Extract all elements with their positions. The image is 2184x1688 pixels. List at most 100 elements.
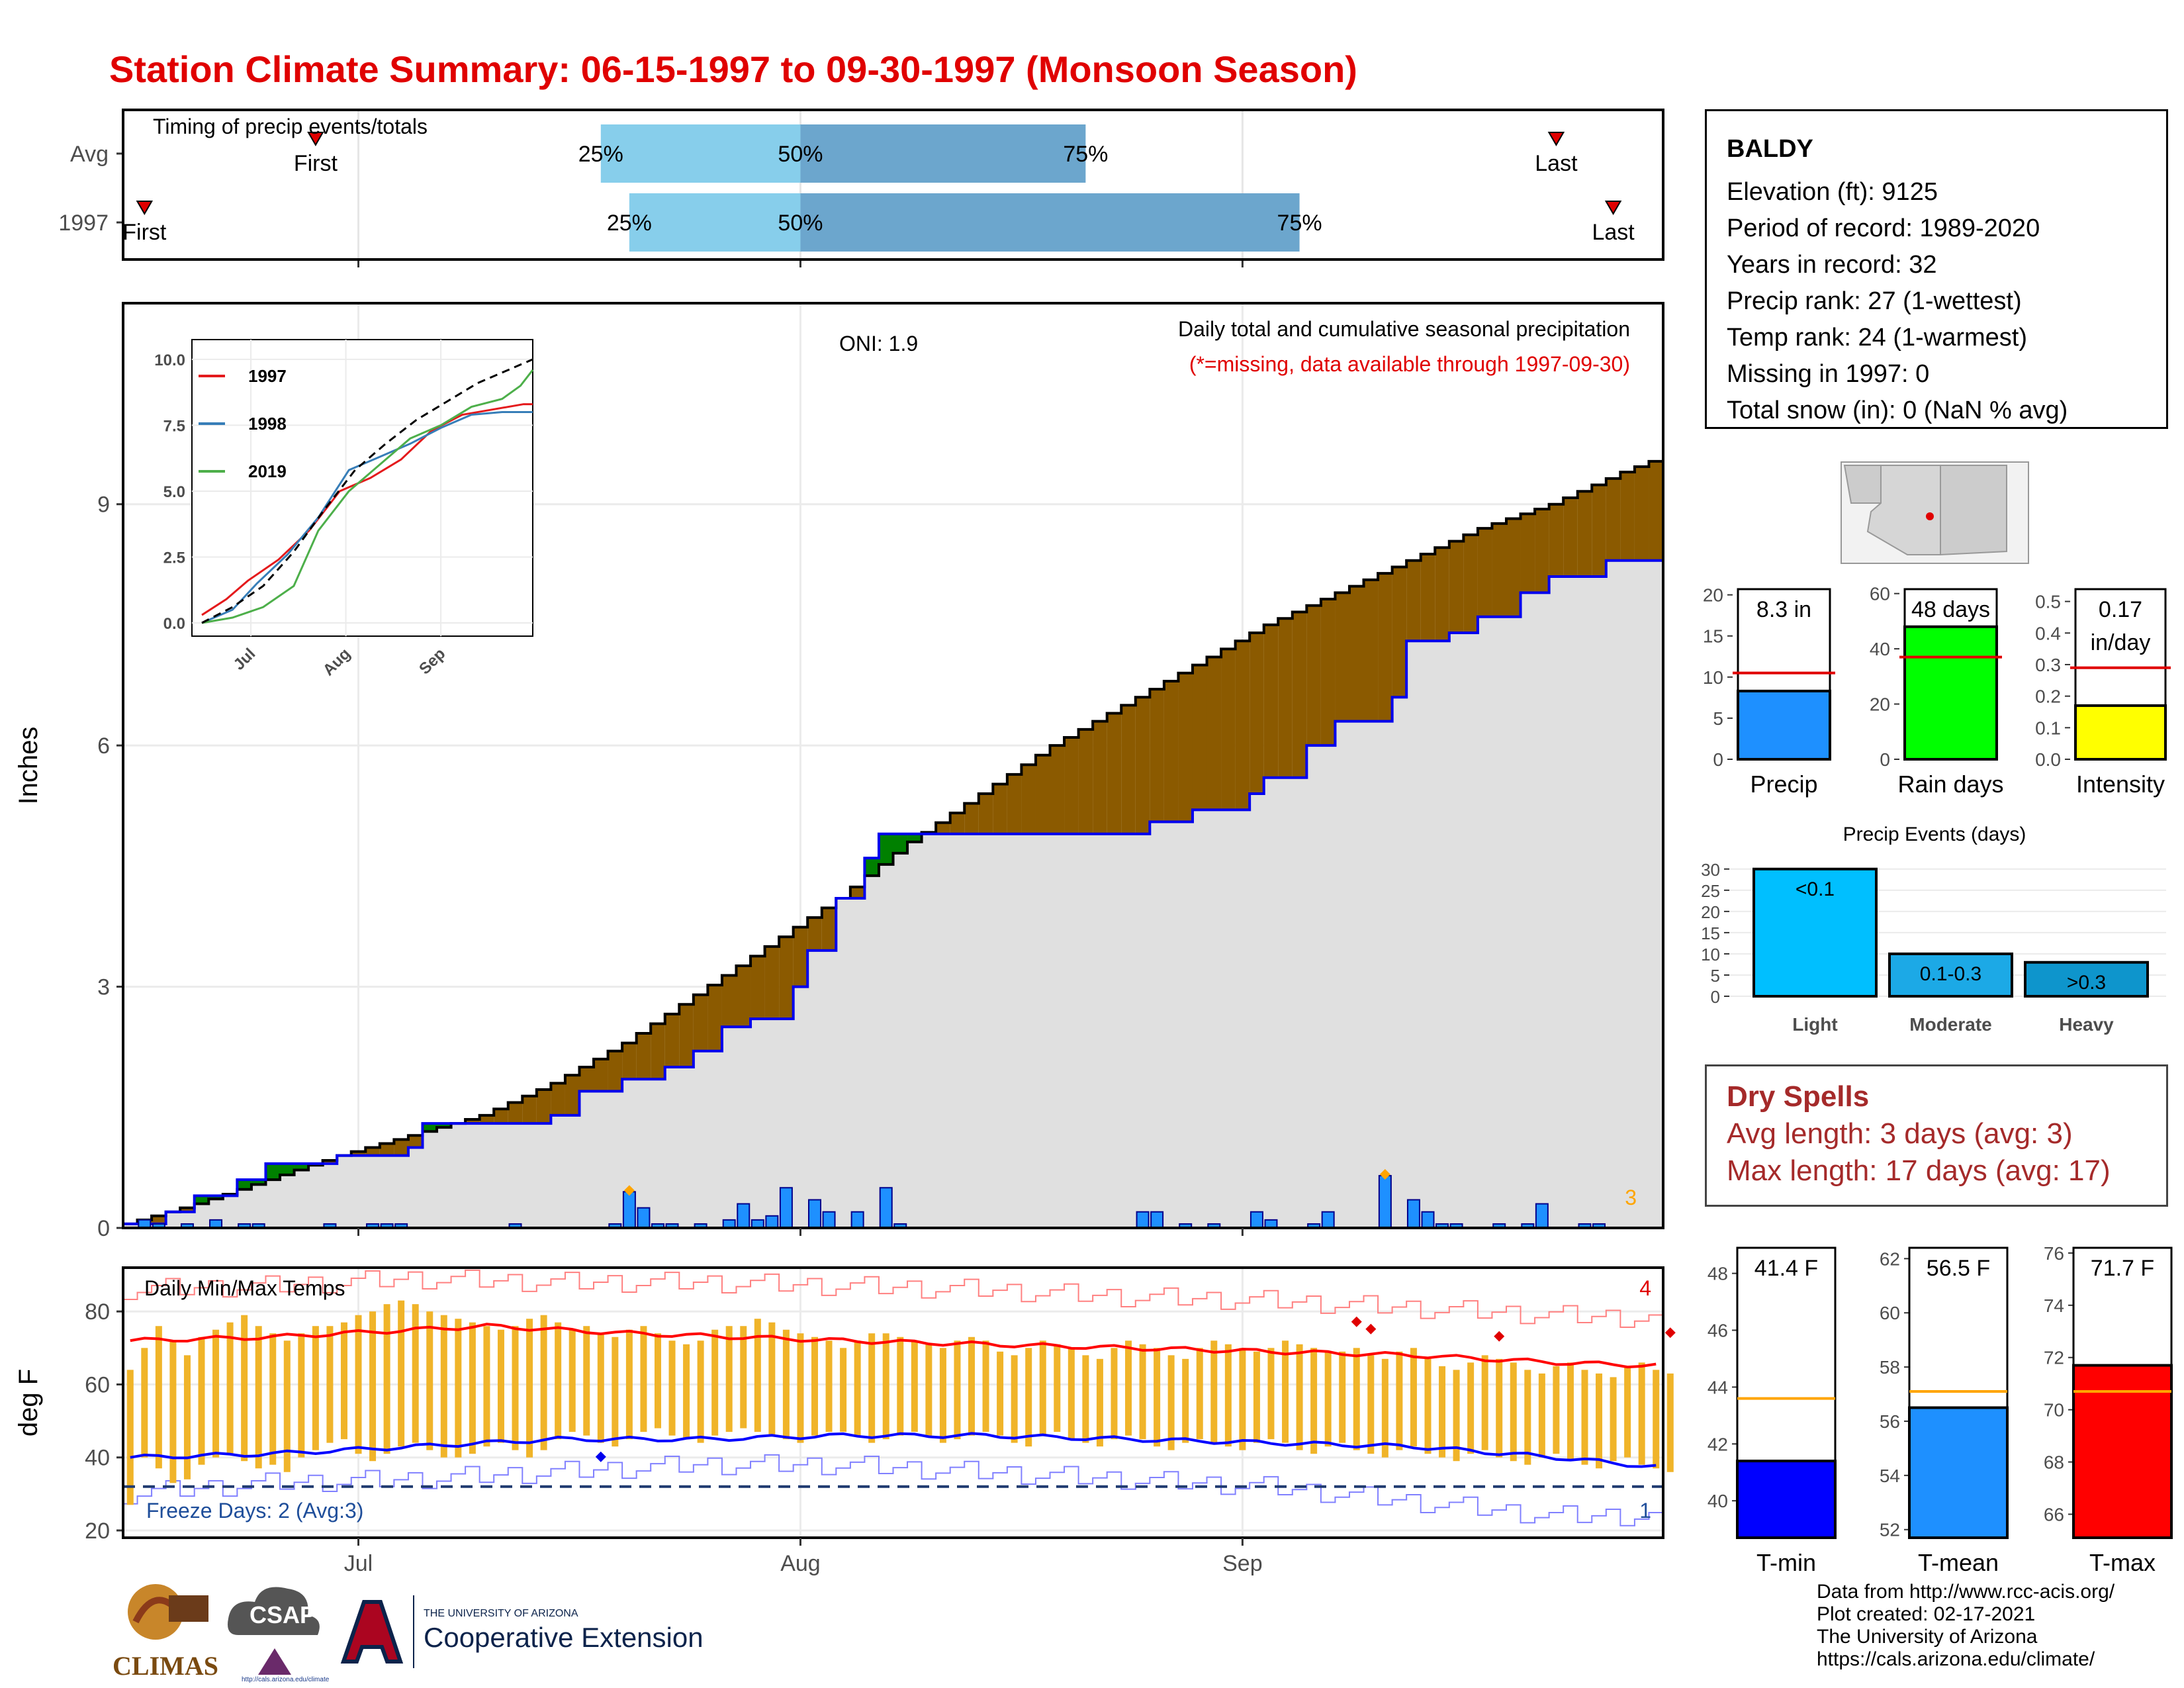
daily-temp-range-bar bbox=[1510, 1362, 1517, 1462]
summary-y-tick-label: 48 bbox=[1707, 1264, 1728, 1284]
summary-y-tick-label: 40 bbox=[1870, 639, 1890, 659]
summary-frame bbox=[1736, 1246, 1837, 1462]
daily-temp-range-bar bbox=[1068, 1348, 1075, 1440]
events-category-label: Heavy bbox=[2059, 1014, 2114, 1035]
cumulative-deficit-band bbox=[1563, 497, 1578, 577]
station-period: Period of record: 1989-2020 bbox=[1727, 214, 2040, 242]
daily-temp-range-bar bbox=[640, 1326, 647, 1432]
daily-temp-range-bar bbox=[811, 1336, 818, 1436]
daily-temp-range-bar bbox=[625, 1329, 633, 1440]
summary-y-tick-label: 20 bbox=[1870, 694, 1890, 715]
timing-avg-q50-label: 50% bbox=[778, 142, 823, 167]
summary-y-tick-label: 72 bbox=[2044, 1348, 2064, 1368]
daily-precip-record-marker bbox=[1379, 1169, 1390, 1180]
average-max-temp-line bbox=[130, 1323, 1657, 1369]
cumulative-deficit-band bbox=[494, 1109, 508, 1124]
daily-temp-range-bar bbox=[1282, 1340, 1289, 1443]
temps-panel-title: Daily Min/Max Temps bbox=[144, 1276, 345, 1300]
daily-temp-range-bar bbox=[212, 1329, 220, 1458]
cumulative-deficit-band bbox=[1178, 673, 1193, 822]
summary-y-tick-label: 0 bbox=[1713, 749, 1723, 770]
daily-temp-range-bar bbox=[340, 1322, 347, 1440]
summary-y-tick-label: 74 bbox=[2044, 1295, 2064, 1316]
credit-url: https://cals.arizona.edu/climate/ bbox=[1817, 1648, 2095, 1670]
record-high-line bbox=[122, 1269, 1664, 1329]
temps-panel-bg bbox=[123, 1268, 1663, 1538]
cumulative-surplus-band bbox=[208, 1196, 223, 1199]
climas-text: CLIMAS bbox=[113, 1651, 218, 1681]
map-station-marker bbox=[1926, 512, 1934, 520]
daily-temp-range-bar bbox=[483, 1326, 490, 1447]
inset-y-tick-label: 0.0 bbox=[163, 615, 185, 633]
credit-univ: The University of Arizona bbox=[1817, 1626, 2038, 1648]
cumulative-deficit-band bbox=[465, 1119, 480, 1124]
dry-spells-box: Dry Spells Avg length: 3 days (avg: 3) M… bbox=[1705, 1064, 2168, 1207]
cumulative-deficit-band bbox=[1050, 745, 1065, 834]
dry-spells-max: Max length: 17 days (avg: 17) bbox=[1727, 1154, 2111, 1187]
events-y-tick-label: 10 bbox=[1701, 945, 1720, 964]
cumulative-deficit-band bbox=[736, 965, 751, 1027]
daily-temp-range-bar bbox=[1296, 1344, 1303, 1450]
cumulative-deficit-band bbox=[850, 886, 865, 898]
timing-1997-last-label: Last bbox=[1592, 220, 1635, 245]
cumulative-deficit-band bbox=[664, 1013, 680, 1068]
daily-temp-range-bar bbox=[868, 1333, 876, 1443]
cumulative-deficit-band bbox=[1363, 579, 1379, 722]
daily-temp-range-bar bbox=[540, 1315, 547, 1450]
cumulative-deficit-band bbox=[1634, 467, 1649, 561]
summary-y-tick-label: 0.3 bbox=[2035, 655, 2061, 675]
inset-series-line-1997 bbox=[201, 403, 533, 616]
daily-temp-range-bar bbox=[283, 1340, 291, 1472]
cumulative-deficit-band bbox=[408, 1135, 423, 1148]
cumulative-deficit-band bbox=[579, 1067, 594, 1092]
daily-temp-range-bar bbox=[612, 1336, 619, 1447]
daily-temp-range-bar bbox=[782, 1329, 790, 1440]
cumulative-surplus-band bbox=[436, 1123, 451, 1128]
cumulative-deficit-band bbox=[821, 908, 837, 951]
cumulative-deficit-band bbox=[993, 784, 1007, 834]
cumulative-deficit-band bbox=[1035, 755, 1050, 834]
freeze-days-label: Freeze Days: 2 (Avg:3) bbox=[146, 1499, 363, 1523]
daily-temp-range-bar bbox=[1666, 1373, 1674, 1472]
oni-label: ONI: 1.9 bbox=[839, 332, 918, 355]
dry-spells-heading: Dry Spells bbox=[1727, 1080, 1870, 1113]
cumulative-deficit-band bbox=[1192, 665, 1207, 810]
cumulative-deficit-band bbox=[679, 1004, 694, 1068]
cumulative-deficit-band bbox=[1463, 534, 1478, 633]
record-high-marker bbox=[1351, 1316, 1362, 1327]
daily-temp-range-bar bbox=[1581, 1370, 1588, 1465]
inset-y-tick-label: 10.0 bbox=[154, 352, 185, 369]
cumulative-deficit-band bbox=[793, 927, 808, 987]
daily-temp-range-bar bbox=[1339, 1351, 1346, 1443]
cumulative-deficit-band bbox=[1021, 765, 1036, 834]
summary-value-bar bbox=[2072, 1364, 2173, 1540]
summary-value-label: 48 days bbox=[1911, 597, 1990, 622]
daily-temp-range-bar bbox=[426, 1311, 433, 1450]
cumulative-deficit-band bbox=[707, 985, 722, 1051]
cumulative-deficit-band bbox=[1292, 612, 1307, 778]
timing-avg-q25-q50-bar bbox=[600, 124, 801, 183]
daily-precip-bar bbox=[622, 1191, 636, 1229]
daily-temp-range-bar bbox=[412, 1304, 419, 1443]
cumulative-deficit-band bbox=[394, 1139, 408, 1156]
temps-y-axis-label: deg F bbox=[14, 1369, 43, 1436]
credit-created: Plot created: 02-17-2021 bbox=[1817, 1603, 2036, 1625]
summary-value-bar bbox=[1908, 1406, 2009, 1539]
daily-temp-range-bar bbox=[1353, 1348, 1360, 1450]
summary-panel-label: T-max bbox=[2089, 1549, 2156, 1576]
cumulative-surplus-band bbox=[279, 1163, 295, 1175]
precip-events-title: Precip Events (days) bbox=[1843, 823, 2026, 845]
cumulative-deficit-band bbox=[1592, 485, 1606, 577]
daily-precip-bar bbox=[1535, 1203, 1549, 1229]
summary-y-tick-label: 44 bbox=[1707, 1377, 1728, 1397]
summary-y-tick-label: 42 bbox=[1707, 1434, 1728, 1454]
daily-temp-range-bar bbox=[355, 1315, 362, 1454]
cumulative-deficit-band bbox=[807, 917, 822, 951]
cumulative-deficit-band bbox=[594, 1058, 608, 1092]
daily-temp-range-bar bbox=[1381, 1358, 1388, 1458]
events-bar-label: <0.1 bbox=[1796, 878, 1835, 900]
daily-precip-bar bbox=[779, 1187, 793, 1229]
daily-precip-bar bbox=[1406, 1199, 1420, 1229]
daily-temp-range-bar bbox=[668, 1340, 676, 1436]
timing-1997-q25-q50-bar bbox=[629, 193, 801, 252]
